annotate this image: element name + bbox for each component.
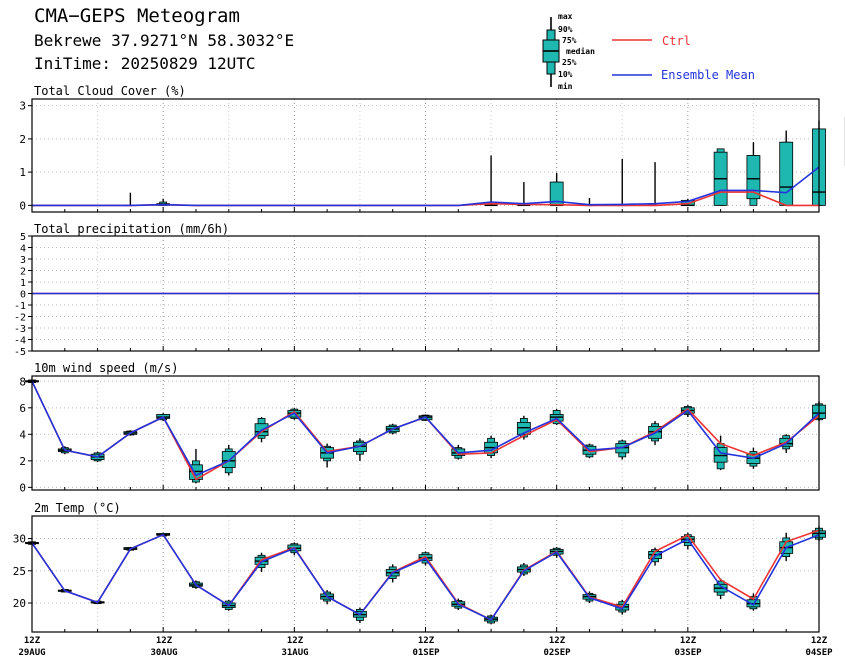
y-tick-label: 3 (20, 255, 26, 266)
panel-cloud: 0 1 2 3 (19, 98, 845, 213)
ensemble-mean-line (31, 533, 820, 621)
x-hour-2: 12Z (287, 636, 304, 646)
x-hour-5: 12Z (680, 636, 697, 646)
ensemble-box (648, 162, 662, 207)
y-tick-label: 2 (19, 455, 26, 468)
y-tick-label: 0 (20, 290, 26, 301)
box-inner (746, 155, 761, 200)
init-time-label: IniTime: 20250829 12UTC (34, 54, 256, 73)
panel-title-temp: 2m Temp (°C) (34, 501, 121, 515)
meteogram-title: CMA−GEPS Meteogram (34, 5, 240, 27)
y-tick-label: -5 (14, 347, 26, 358)
y-tick-label: -3 (14, 324, 26, 335)
legend-label-median: median (566, 46, 595, 56)
panel-frame (31, 375, 820, 491)
legend-mean-label: Ensemble Mean (661, 68, 755, 82)
ctrl-line (31, 529, 820, 621)
legend-label-p75: 75% (562, 36, 577, 45)
y-tick-label: 4 (20, 244, 26, 255)
panel-frame (31, 98, 820, 213)
y-tick-label: 20 (13, 597, 26, 610)
x-date-4: 02SEP (543, 648, 571, 658)
x-hour-1: 12Z (156, 636, 173, 646)
y-tick-label: 1 (19, 166, 26, 179)
legend-label-p90: 90% (558, 25, 573, 34)
y-tick-label: 0 (19, 199, 26, 212)
x-date-5: 03SEP (674, 648, 702, 658)
legend-label-p10: 10% (558, 70, 573, 79)
panel-frame (31, 235, 820, 352)
ensemble-box (484, 435, 498, 459)
x-hour-4: 12Z (549, 636, 566, 646)
ensemble-box (516, 415, 531, 440)
ensemble-box (353, 438, 367, 461)
ensemble-box (713, 148, 728, 206)
legend-label-p25: 25% (562, 58, 577, 67)
ensemble-box (517, 182, 531, 207)
y-tick-label: 2 (20, 267, 26, 278)
y-tick-label: 2 (19, 133, 26, 146)
y-tick-label: -1 (14, 301, 26, 312)
y-tick-label: -2 (14, 313, 26, 324)
y-tick-label: -4 (14, 336, 26, 347)
legend-label-max: max (558, 12, 573, 21)
y-tick-label: 25 (13, 565, 26, 578)
y-tick-label: 30 (13, 533, 26, 546)
ensemble-box (779, 130, 794, 206)
ensemble-mean-line (32, 166, 820, 207)
y-tick-label: 0 (19, 481, 26, 494)
ensemble-box (123, 192, 137, 207)
box-inner (221, 451, 236, 468)
y-tick-label: 8 (19, 375, 26, 388)
y-tick-label: 1 (20, 278, 26, 289)
y-tick-label: 5 (20, 232, 26, 243)
x-date-3: 01SEP (412, 648, 440, 658)
ensemble-box (615, 439, 630, 460)
x-date-0: 29AUG (18, 648, 45, 658)
x-hour-3: 12Z (418, 636, 435, 646)
x-date-2: 31AUG (281, 648, 308, 658)
x-date-1: 30AUG (150, 648, 177, 658)
panel-title-wind: 10m wind speed (m/s) (34, 361, 179, 375)
y-tick-label: 4 (19, 428, 26, 441)
ensemble-box (484, 155, 498, 207)
x-hour-6: 12Z (811, 636, 828, 646)
ensemble-mean-line (31, 380, 820, 477)
y-tick-label: 3 (19, 100, 26, 113)
legend: max 90% 75% median 25% 10% min Ctrl Ense… (542, 12, 755, 91)
ensemble-box (549, 172, 564, 207)
legend-label-min: min (558, 81, 573, 91)
panel-title-cloud: Total Cloud Cover (%) (34, 84, 186, 98)
location-label: Bekrewe 37.9271°N 58.3032°E (34, 31, 295, 50)
panel-wind: 0 2 4 6 8 (19, 375, 826, 494)
x-hour-0: 12Z (24, 636, 41, 646)
panel-title-precip: Total precipitation (mm/6h) (34, 222, 229, 236)
ensemble-box (746, 142, 761, 206)
y-tick-label: 6 (19, 402, 26, 415)
x-date-6: 04SEP (805, 648, 833, 658)
panel-temp: 20 25 30 (13, 515, 826, 633)
ensemble-box (615, 158, 629, 207)
box-inner (779, 141, 794, 206)
panel-frame (31, 515, 820, 633)
legend-ctrl-label: Ctrl (662, 34, 691, 48)
